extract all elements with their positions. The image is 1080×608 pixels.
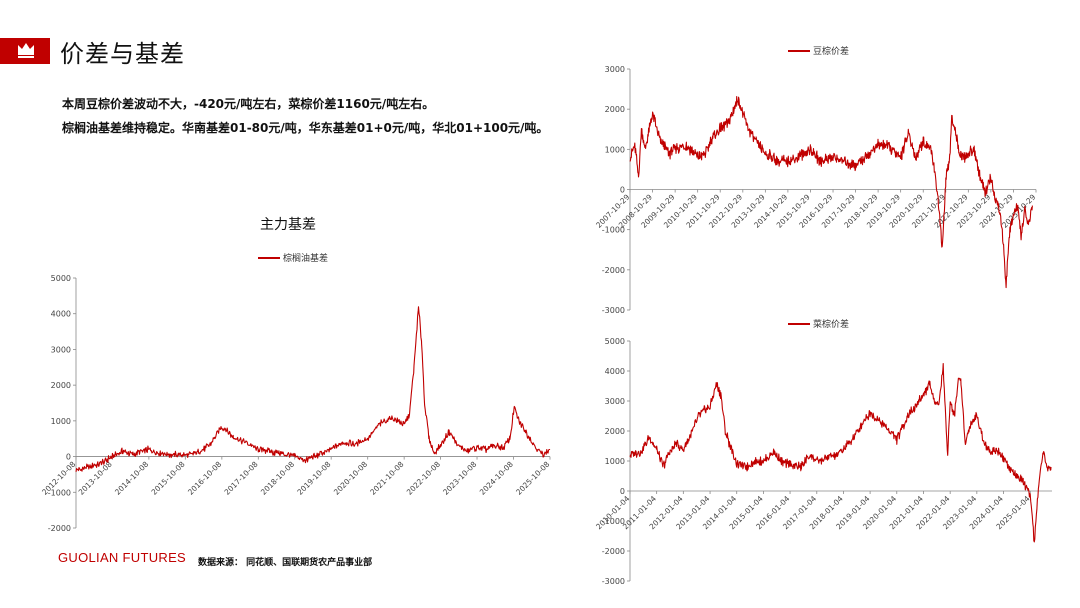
legend-label: 豆棕价差 — [813, 45, 849, 57]
y-tick-label: 1000 — [605, 145, 625, 154]
x-tick-label: 2018-10-08 — [259, 459, 296, 496]
page-title: 价差与基差 — [60, 40, 185, 68]
x-tick-label: 2022-10-08 — [405, 459, 442, 496]
footer-source: 数据来源： 同花顺、国联期货农产品事业部 — [198, 558, 373, 568]
y-tick-label: 1000 — [605, 457, 625, 466]
y-tick-label: -1000 — [602, 517, 625, 526]
y-tick-label: 2000 — [51, 381, 71, 390]
legend-label: 棕榈油基差 — [283, 252, 328, 264]
x-tick-label: 2021-10-08 — [368, 459, 405, 496]
y-tick-label: 3000 — [605, 65, 625, 74]
y-tick-label: 0 — [620, 186, 625, 195]
summary-text: 本周豆棕价差波动不大，-420元/吨左右，菜棕价差1160元/吨左右。 棕榈油基… — [62, 92, 552, 140]
soy-palm-spread-chart: 豆棕价差-3000-2000-100001000200030002007-10-… — [594, 45, 1037, 315]
x-tick-label: 2015-10-08 — [150, 459, 187, 496]
x-tick-label: 2020-10-08 — [332, 459, 369, 496]
y-tick-label: 0 — [620, 487, 625, 496]
x-tick-label: 2019-10-08 — [295, 459, 332, 496]
summary-line-basis: 棕榈油基差维持稳定。华南基差01-80元/吨，华东基差01+0元/吨，华北01+… — [62, 121, 549, 135]
series-line — [75, 306, 551, 472]
x-tick-label: 2024-10-08 — [478, 459, 515, 496]
y-tick-label: 5000 — [605, 337, 625, 346]
y-tick-label: 5000 — [51, 274, 71, 283]
x-tick-label: 2014-10-08 — [113, 459, 150, 496]
y-tick-label: 4000 — [605, 367, 625, 376]
chart-legend: 棕榈油基差 — [258, 252, 328, 264]
y-tick-label: 2000 — [605, 105, 625, 114]
chart-legend: 菜棕价差 — [788, 318, 849, 330]
rape-palm-spread-chart: 菜棕价差 -3000 -2000 -1000 0 1000 2000 3000 4000 5000… — [594, 318, 1052, 586]
y-tick-label: -2000 — [602, 266, 625, 275]
x-tick-label: 2016-10-08 — [186, 459, 223, 496]
y-tick-label: 3000 — [51, 345, 71, 354]
x-tick-label: 2023-10-08 — [441, 459, 478, 496]
crown-icon — [18, 43, 34, 58]
y-tick-label: -1000 — [602, 226, 625, 235]
footer-brand: GUOLIAN FUTURES — [58, 550, 187, 565]
basis-chart-title: 主力基差 — [260, 217, 316, 233]
y-tick-label: 0 — [66, 453, 71, 462]
chart-legend: 豆棕价差 — [788, 45, 849, 57]
series-line — [629, 362, 1052, 543]
slide-header: 价差与基差 — [0, 30, 400, 74]
y-tick-label: -3000 — [602, 577, 625, 586]
y-tick-label: 4000 — [51, 310, 71, 319]
legend-label: 菜棕价差 — [813, 318, 849, 330]
y-tick-label: -2000 — [48, 524, 71, 533]
logo-badge — [0, 38, 50, 64]
y-tick-label: 1000 — [51, 417, 71, 426]
x-tick-label: 2025-10-08 — [514, 459, 551, 496]
y-tick-label: -3000 — [602, 306, 625, 315]
summary-line-spread: 本周豆棕价差波动不大，-420元/吨左右，菜棕价差1160元/吨左右。 — [62, 97, 435, 111]
y-tick-label: 2000 — [605, 427, 625, 436]
y-tick-label: -2000 — [602, 547, 625, 556]
x-tick-label: 2017-10-08 — [223, 459, 260, 496]
basis-chart: 棕榈油基差-2000-10000100020003000400050002012… — [40, 252, 551, 533]
series-line — [629, 96, 1033, 289]
y-tick-label: -1000 — [48, 488, 71, 497]
y-tick-label: 3000 — [605, 397, 625, 406]
